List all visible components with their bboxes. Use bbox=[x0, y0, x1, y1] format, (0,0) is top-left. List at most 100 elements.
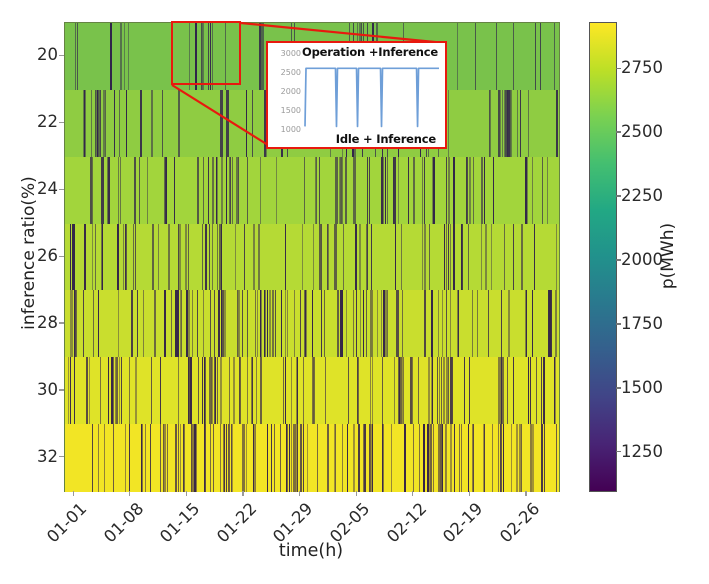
dip-stripe bbox=[385, 156, 387, 225]
dip-stripe bbox=[88, 357, 90, 425]
dip-stripe bbox=[246, 156, 248, 225]
dip-stripe bbox=[445, 357, 448, 425]
dip-stripe bbox=[359, 290, 362, 358]
dip-stripe bbox=[74, 23, 76, 91]
dip-stripe bbox=[508, 89, 510, 158]
dip-stripe bbox=[252, 89, 254, 158]
dip-stripe bbox=[166, 156, 168, 225]
dip-stripe bbox=[466, 156, 468, 225]
dip-stripe bbox=[313, 357, 315, 425]
dip-stripe bbox=[299, 290, 301, 358]
dip-stripe bbox=[318, 156, 321, 225]
y-tick-label-26: 26 bbox=[37, 246, 58, 265]
dip-stripe bbox=[467, 156, 469, 225]
dip-stripe bbox=[311, 290, 313, 358]
dip-stripe bbox=[453, 156, 456, 225]
dip-stripe bbox=[532, 290, 534, 358]
x-tick-mark bbox=[525, 491, 527, 496]
dip-stripe bbox=[427, 424, 430, 492]
dip-stripe bbox=[343, 223, 345, 292]
dip-stripe bbox=[498, 357, 502, 425]
dip-stripe bbox=[300, 424, 302, 492]
dip-stripe bbox=[94, 223, 97, 292]
inset-y-tick-label-3000: 3000 bbox=[280, 48, 301, 58]
inset-idle-label: Idle + Inference bbox=[335, 132, 436, 146]
colorbar-tick-label-1250: 1250 bbox=[621, 441, 663, 461]
dip-stripe bbox=[70, 290, 74, 358]
dip-stripe bbox=[230, 424, 232, 492]
dip-stripe bbox=[228, 424, 230, 492]
inset-y-tick-label-1500: 1500 bbox=[280, 105, 301, 115]
dip-stripe bbox=[371, 290, 373, 358]
dip-stripe bbox=[170, 290, 173, 358]
dip-stripe bbox=[163, 424, 167, 492]
dip-stripe bbox=[442, 424, 444, 492]
dip-stripe bbox=[217, 223, 219, 292]
dip-stripe bbox=[188, 23, 190, 91]
dip-stripe bbox=[270, 290, 272, 358]
dip-stripe bbox=[208, 156, 210, 225]
dip-stripe bbox=[178, 223, 180, 292]
dip-stripe bbox=[210, 23, 212, 91]
dip-stripe bbox=[231, 156, 234, 225]
dip-stripe bbox=[211, 223, 214, 292]
x-tick-mark bbox=[298, 491, 301, 496]
dip-stripe bbox=[92, 290, 94, 358]
dip-stripe bbox=[180, 290, 183, 358]
dip-stripe bbox=[92, 424, 94, 492]
colorbar-tick-mark bbox=[616, 387, 621, 389]
dip-stripe bbox=[506, 89, 508, 158]
dip-stripe bbox=[500, 357, 502, 425]
dip-stripe bbox=[273, 424, 275, 492]
dip-stripe bbox=[74, 290, 77, 358]
dip-stripe bbox=[84, 89, 86, 158]
colorbar-label: p(MWh) bbox=[658, 222, 678, 290]
dip-stripe bbox=[471, 424, 473, 492]
dip-stripe bbox=[381, 156, 383, 225]
dip-stripe bbox=[423, 424, 426, 492]
dip-stripe bbox=[195, 424, 197, 492]
dip-stripe bbox=[295, 424, 297, 492]
dip-stripe bbox=[381, 290, 383, 358]
dip-stripe bbox=[314, 156, 316, 225]
heatmap-row-32 bbox=[65, 424, 559, 492]
y-tick-mark bbox=[59, 121, 64, 124]
heatmap-row-26 bbox=[65, 223, 559, 292]
dip-stripe bbox=[202, 357, 204, 425]
dip-stripe bbox=[437, 290, 439, 358]
dip-stripe bbox=[247, 290, 249, 358]
dip-stripe bbox=[296, 357, 298, 425]
dip-stripe bbox=[525, 290, 528, 358]
dip-stripe bbox=[439, 424, 443, 492]
inset-y-tick-label-2000: 2000 bbox=[280, 86, 301, 96]
x-tick-mark bbox=[185, 491, 187, 496]
dip-stripe bbox=[142, 290, 145, 358]
dip-stripe bbox=[495, 23, 497, 91]
dip-stripe bbox=[504, 89, 506, 158]
dip-stripe bbox=[293, 290, 295, 358]
dip-stripe bbox=[401, 223, 403, 292]
colorbar-tick-label-1500: 1500 bbox=[621, 377, 663, 397]
dip-stripe bbox=[445, 223, 447, 292]
dip-stripe bbox=[525, 290, 527, 358]
dip-stripe bbox=[239, 357, 241, 425]
dip-stripe bbox=[253, 424, 255, 492]
dip-stripe bbox=[303, 156, 305, 225]
dip-stripe bbox=[128, 357, 130, 425]
dip-stripe bbox=[85, 357, 88, 425]
colorbar-tick-label-2500: 2500 bbox=[621, 121, 663, 141]
dip-stripe bbox=[118, 156, 120, 225]
dip-stripe bbox=[491, 223, 493, 292]
dip-stripe bbox=[369, 357, 371, 425]
dip-stripe bbox=[159, 424, 162, 492]
dip-stripe bbox=[161, 89, 164, 158]
dip-stripe bbox=[472, 156, 474, 225]
dip-stripe bbox=[457, 290, 459, 358]
dip-stripe bbox=[303, 290, 305, 358]
dip-stripe bbox=[553, 23, 555, 91]
inset-detail-plot: 3000 2500 2000 1500 1000 Operation +Inferenc… bbox=[266, 41, 447, 149]
dip-stripe bbox=[339, 156, 341, 225]
dip-stripe bbox=[188, 290, 191, 358]
dip-stripe bbox=[177, 223, 179, 292]
dip-stripe bbox=[180, 290, 182, 358]
